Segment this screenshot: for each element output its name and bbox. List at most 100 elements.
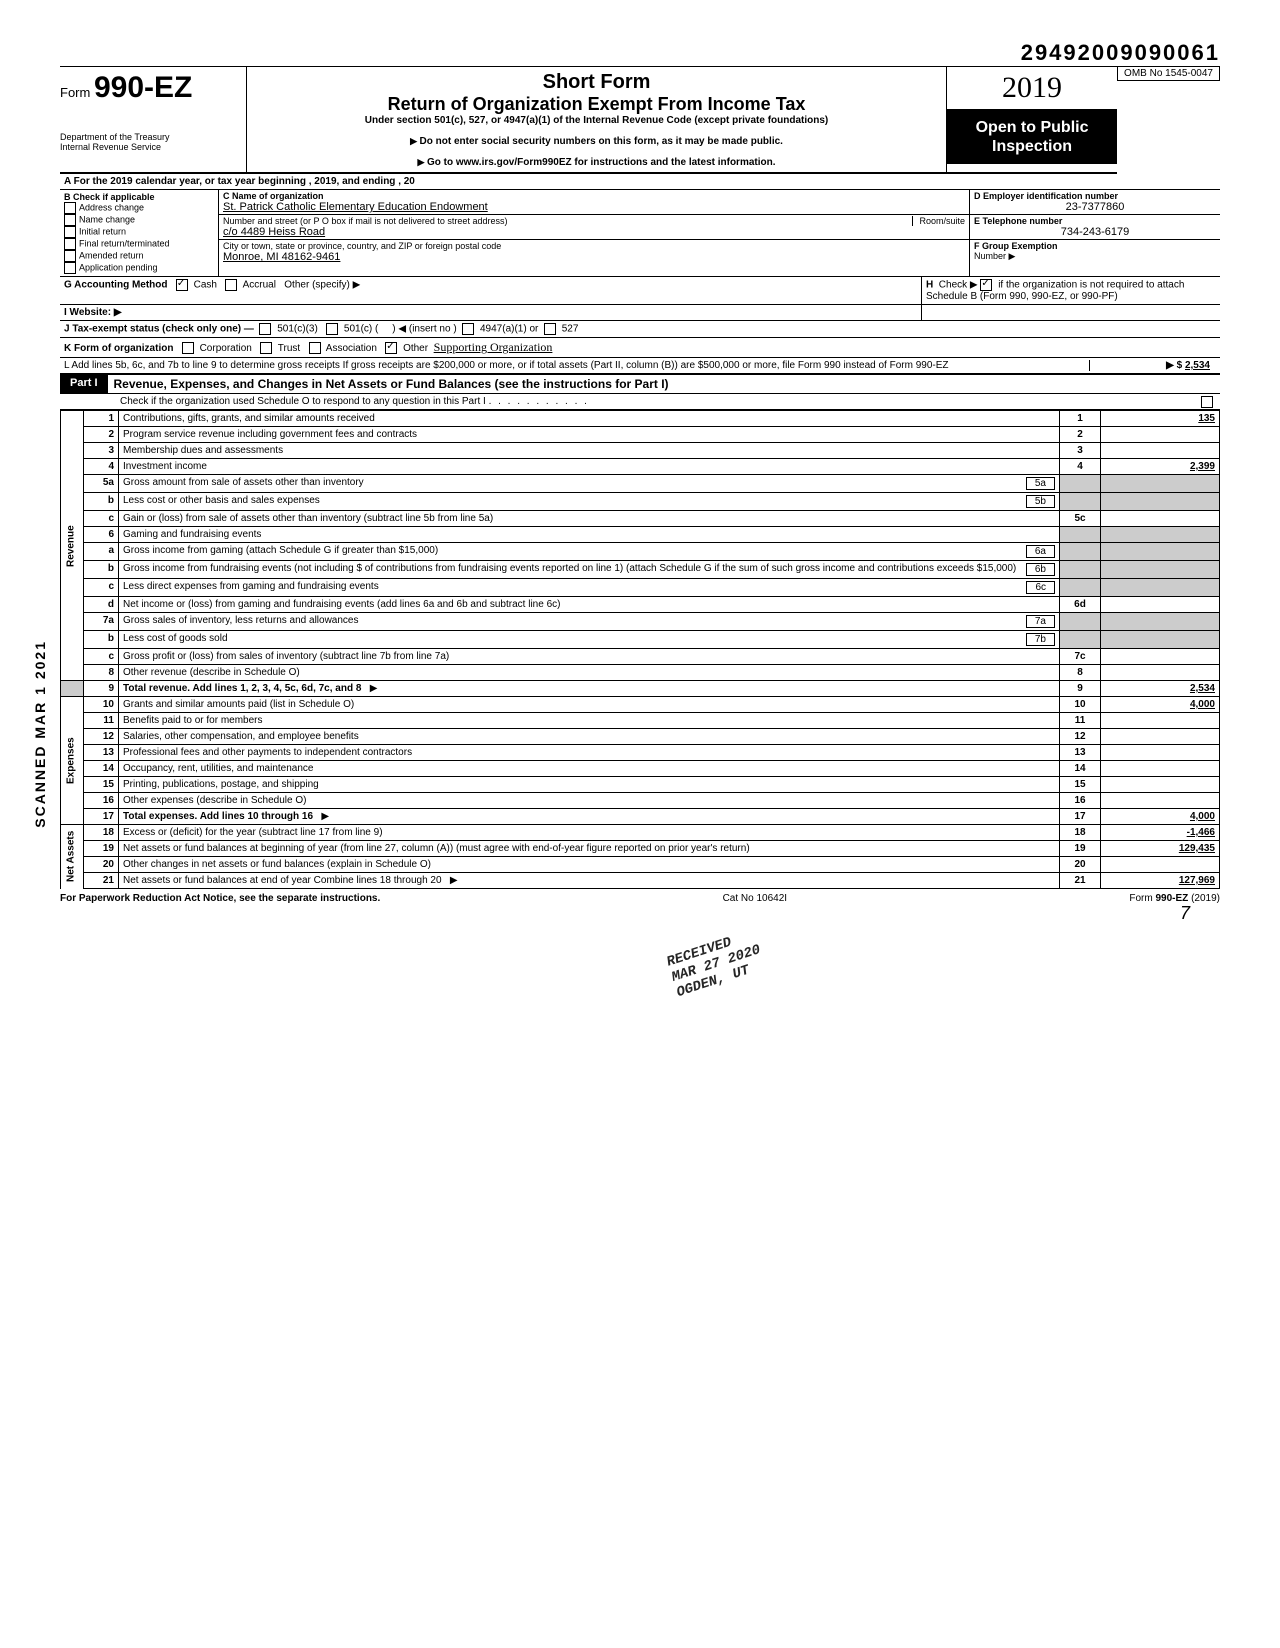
chk-cash[interactable] [176,279,188,291]
page-footer: For Paperwork Reduction Act Notice, see … [60,889,1220,904]
chk-501c3[interactable] [259,323,271,335]
d5b: Less cost or other basis and sales expen… [123,495,320,506]
room-suite-label: Room/suite [912,216,965,226]
chk-corp[interactable] [182,342,194,354]
f-label2: Number ▶ [974,251,1015,261]
lbl-527: 527 [562,324,579,335]
a2 [1101,427,1220,443]
d15: Printing, publications, postage, and shi… [119,777,1060,793]
a7c [1101,649,1220,665]
row-k-form-org: K Form of organization Corporation Trust… [60,338,1220,358]
lbl-other-org: Other [403,343,428,354]
chk-accrual[interactable] [225,279,237,291]
d8: Other revenue (describe in Schedule O) [119,665,1060,681]
dept-irs: Internal Revenue Service [60,143,240,153]
org-name: St. Patrick Catholic Elementary Educatio… [223,201,488,213]
n10: 10 [84,697,119,713]
n7a: 7a [84,613,119,631]
lbl-501c3: 501(c)(3) [277,324,318,335]
n6b: b [84,561,119,579]
chk-527[interactable] [544,323,556,335]
a3 [1101,443,1220,459]
chk-other-org[interactable] [385,342,397,354]
stamp-ogden-text: OGDEN, UT [675,957,768,1001]
stamp-date-text: MAR 27 2020 [670,942,763,986]
d-label: D Employer identification number [974,191,1118,201]
chk-initial-return[interactable] [64,226,76,238]
lbl-4947: 4947(a)(1) or [480,324,538,335]
a19: 129,435 [1101,841,1220,857]
d13: Professional fees and other payments to … [119,745,1060,761]
b2: 2 [1060,427,1101,443]
b13: 13 [1060,745,1101,761]
ash5b [1101,493,1220,511]
sh7b [1060,631,1101,649]
b8: 8 [1060,665,1101,681]
received-stamp: RECEIVED MAR 27 2020 OGDEN, UT [665,927,768,1001]
d6d: Net income or (loss) from gaming and fun… [119,597,1060,613]
chk-501c[interactable] [326,323,338,335]
d6a: Gross income from gaming (attach Schedul… [123,545,438,556]
ash7b [1101,631,1220,649]
b14: 14 [1060,761,1101,777]
lbl-accrual: Accrual [243,280,276,291]
n16: 16 [84,793,119,809]
a20 [1101,857,1220,873]
ash7a [1101,613,1220,631]
chk-amended-return[interactable] [64,250,76,262]
title-return: Return of Organization Exempt From Incom… [255,94,938,115]
part1-table: Revenue 1Contributions, gifts, grants, a… [60,410,1220,889]
b3: 3 [1060,443,1101,459]
b19: 19 [1060,841,1101,857]
d6b: Gross income from fundraising events (no… [123,563,1016,574]
d6: Gaming and fundraising events [119,527,1060,543]
d1: Contributions, gifts, grants, and simila… [119,411,1060,427]
form-header: Form 990-EZ Department of the Treasury I… [60,66,1117,174]
col-de-ein-phone: D Employer identification number 23-7377… [970,190,1220,276]
l-amount: 2,534 [1185,360,1210,371]
chk-assoc[interactable] [309,342,321,354]
chk-4947[interactable] [462,323,474,335]
part1-header: Part I Revenue, Expenses, and Changes in… [60,375,1220,394]
n12: 12 [84,729,119,745]
b18: 18 [1060,825,1101,841]
sh6 [1060,527,1101,543]
d19: Net assets or fund balances at beginning… [119,841,1060,857]
chk-schedule-b[interactable] [980,279,992,291]
sh6a [1060,543,1101,561]
page-number: 7 [1180,903,1190,924]
chk-application-pending[interactable] [64,262,76,274]
org-address: c/o 4489 Heiss Road [223,226,325,238]
b9: 9 [1060,681,1101,697]
lbl-trust: Trust [278,343,300,354]
g-label: G Accounting Method [64,280,168,291]
lbl-assoc: Association [326,343,377,354]
n5b: b [84,493,119,511]
sh6b [1060,561,1101,579]
a9: 2,534 [1101,681,1220,697]
sh5b [1060,493,1101,511]
n15: 15 [84,777,119,793]
d7c: Gross profit or (loss) from sales of inv… [119,649,1060,665]
n3: 3 [84,443,119,459]
chk-trust[interactable] [260,342,272,354]
d16: Other expenses (describe in Schedule O) [119,793,1060,809]
col-b-checkboxes: B Check if applicable Address change Nam… [60,190,219,276]
box5b: 5b [1026,495,1055,508]
chk-final-return[interactable] [64,238,76,250]
n13: 13 [84,745,119,761]
d7a: Gross sales of inventory, less returns a… [123,615,358,626]
chk-name-change[interactable] [64,214,76,226]
f-label: F Group Exemption [974,241,1058,251]
d9: Total revenue. Add lines 1, 2, 3, 4, 5c,… [123,683,361,694]
d5a: Gross amount from sale of assets other t… [123,477,364,488]
row-j-tax-status: J Tax-exempt status (check only one) — 5… [60,321,1220,338]
l-text: L Add lines 5b, 6c, and 7b to line 9 to … [64,360,949,371]
d21: Net assets or fund balances at end of ye… [123,875,442,886]
n5a: 5a [84,475,119,493]
lbl-501c: 501(c) ( [344,324,378,335]
stamp-received-text: RECEIVED [665,927,758,971]
lbl-insert-no: ) ◀ (insert no ) [392,324,456,335]
chk-address-change[interactable] [64,202,76,214]
chk-schedule-o[interactable] [1201,396,1213,408]
